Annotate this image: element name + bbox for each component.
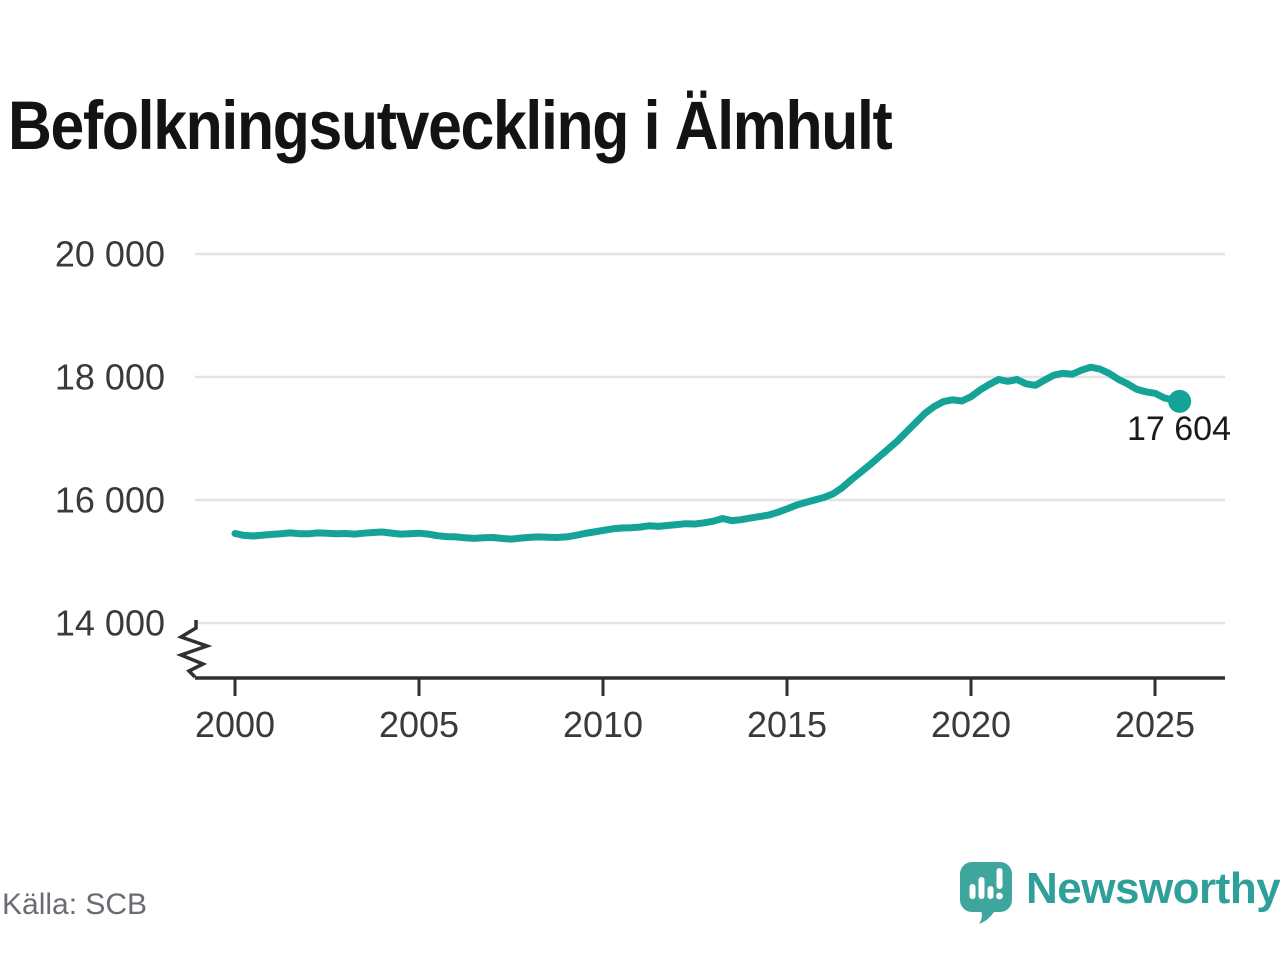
logo-bubble-shape [960,862,1012,924]
y-axis-label: 14 000 [55,603,165,644]
x-axis-label: 2005 [379,704,459,745]
logo-exclamation-bar [996,868,1003,889]
x-axis-label: 2020 [931,704,1011,745]
logo-bar-1 [969,884,976,899]
x-axis-label: 2000 [195,704,275,745]
axis-break-icon [176,620,213,679]
x-axis-label: 2010 [563,704,643,745]
end-point-marker [1168,389,1192,413]
newsworthy-logo: Newsworthy [958,860,1280,928]
x-axis-label: 2025 [1115,704,1195,745]
y-axis-label: 16 000 [55,480,165,521]
end-value-label: 17 604 [1127,410,1231,448]
logo-exclamation-dot [996,892,1003,900]
newsworthy-wordmark: Newsworthy [1026,864,1280,913]
newsworthy-logo-icon [960,862,1012,924]
y-axis-label: 20 000 [55,234,165,275]
x-axis-label: 2015 [747,704,827,745]
logo-bar-3 [987,886,994,899]
y-axis-label: 18 000 [55,357,165,398]
chart-title: Befolkningsutveckling i Älmhult [8,87,893,165]
source-note: Källa: SCB [2,888,148,921]
logo-bar-2 [978,877,985,899]
population-line [231,363,1184,543]
